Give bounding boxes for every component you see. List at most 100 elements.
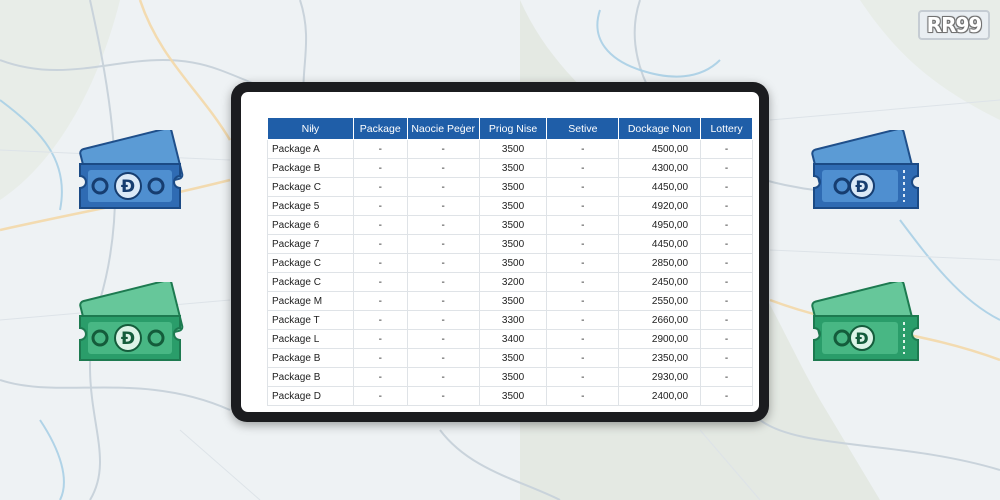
table-cell: - bbox=[700, 348, 753, 368]
table-cell: - bbox=[546, 196, 620, 216]
table-cell: Package 5 bbox=[267, 196, 354, 216]
table-cell: - bbox=[352, 272, 408, 292]
table-cell: - bbox=[406, 139, 480, 159]
table-row[interactable]: Package 6- -3500-4950,00- bbox=[267, 215, 753, 235]
table-row[interactable]: Package C - -3200-2450,00- bbox=[267, 272, 753, 292]
table-cell: 2400,00 bbox=[618, 386, 702, 406]
ticket-symbol: Đ bbox=[855, 177, 868, 196]
table-row[interactable]: Package M - -3500-2550,00- bbox=[267, 291, 753, 311]
table-cell: - bbox=[546, 386, 620, 406]
table-cell: - bbox=[352, 158, 408, 178]
table-cell: Package B bbox=[267, 348, 354, 368]
table-row[interactable]: Package C - -3500-2850,00- bbox=[267, 253, 753, 273]
table-cell: - bbox=[546, 310, 620, 330]
table-cell: - bbox=[700, 234, 753, 254]
table-cell: - bbox=[546, 348, 620, 368]
column-header[interactable]: Setive bbox=[546, 117, 620, 140]
ticket-symbol: Đ bbox=[855, 329, 868, 348]
table-cell: 3500 bbox=[478, 348, 548, 368]
table-row[interactable]: Package T - -3300-2660,00- bbox=[267, 310, 753, 330]
column-header[interactable]: Lottery bbox=[700, 117, 753, 140]
table-cell: - bbox=[406, 367, 480, 387]
table-cell: 3500 bbox=[478, 158, 548, 178]
table-cell: 2850,00 bbox=[618, 253, 702, 273]
column-header[interactable]: Niły bbox=[267, 117, 354, 140]
table-cell: - bbox=[700, 196, 753, 216]
table-row[interactable]: Package B - -3500-4300,00- bbox=[267, 158, 753, 178]
table-cell: - bbox=[406, 386, 480, 406]
table-row[interactable]: Package B - -3500-2350,00- bbox=[267, 348, 753, 368]
column-header[interactable]: Naocie Peġer bbox=[406, 117, 480, 140]
table-cell: 3500 bbox=[478, 234, 548, 254]
table-cell: 3400 bbox=[478, 329, 548, 349]
table-cell: 2930,00 bbox=[618, 367, 702, 387]
table-cell: 2900,00 bbox=[618, 329, 702, 349]
table-cell: - bbox=[700, 367, 753, 387]
table-cell: - bbox=[546, 177, 620, 197]
column-header[interactable]: Dockage Non bbox=[618, 117, 702, 140]
table-row[interactable]: Package 5- -3500-4920,00- bbox=[267, 196, 753, 216]
table-cell: 4500,00 bbox=[618, 139, 702, 159]
table-cell: - bbox=[546, 215, 620, 235]
brand-logo: RR99 bbox=[918, 10, 990, 40]
table-cell: - bbox=[406, 329, 480, 349]
table-cell: - bbox=[700, 291, 753, 311]
table-cell: 2660,00 bbox=[618, 310, 702, 330]
table-cell: 2350,00 bbox=[618, 348, 702, 368]
ticket-symbol: Đ bbox=[121, 329, 135, 349]
table-cell: - bbox=[352, 234, 408, 254]
table-cell: 4450,00 bbox=[618, 177, 702, 197]
table-cell: - bbox=[406, 310, 480, 330]
table-cell: 4300,00 bbox=[618, 158, 702, 178]
table-cell: - bbox=[546, 272, 620, 292]
table-cell: - bbox=[406, 196, 480, 216]
table-cell: - bbox=[546, 253, 620, 273]
blue-dong-ticket-icon: Đ bbox=[810, 130, 922, 212]
column-header[interactable]: Priog Nise bbox=[478, 117, 548, 140]
table-cell: Package 7 bbox=[267, 234, 354, 254]
table-cell: - bbox=[406, 234, 480, 254]
table-cell: - bbox=[352, 386, 408, 406]
table-cell: Package A bbox=[267, 139, 354, 159]
table-header-row: Niły Package Naocie Peġer Priog Nise Set… bbox=[267, 117, 753, 140]
table-cell: - bbox=[700, 177, 753, 197]
ticket-symbol: Đ bbox=[121, 177, 135, 197]
table-cell: Package C bbox=[267, 177, 354, 197]
column-header[interactable]: Package bbox=[352, 117, 408, 140]
table-cell: Package T bbox=[267, 310, 354, 330]
table-cell: Package B bbox=[267, 367, 354, 387]
tablet-frame: Niły Package Naocie Peġer Priog Nise Set… bbox=[231, 82, 769, 422]
table-cell: - bbox=[700, 386, 753, 406]
table-cell: - bbox=[546, 329, 620, 349]
table-cell: - bbox=[352, 367, 408, 387]
table-cell: - bbox=[700, 215, 753, 235]
table-cell: - bbox=[406, 291, 480, 311]
table-cell: 3500 bbox=[478, 196, 548, 216]
table-row[interactable]: Package C - -3500-4450,00- bbox=[267, 177, 753, 197]
table-cell: 3200 bbox=[478, 272, 548, 292]
table-row[interactable]: Package A - -3500-4500,00- bbox=[267, 139, 753, 159]
table-cell: Package C bbox=[267, 272, 354, 292]
table-row[interactable]: Package L - -3400-2900,00- bbox=[267, 329, 753, 349]
table-cell: - bbox=[352, 139, 408, 159]
table-cell: 2450,00 bbox=[618, 272, 702, 292]
table-cell: - bbox=[546, 158, 620, 178]
table-cell: Package 6 bbox=[267, 215, 354, 235]
green-dong-ticket-icon: Đ bbox=[76, 282, 188, 364]
table-cell: Package B bbox=[267, 158, 354, 178]
table-cell: 2550,00 bbox=[618, 291, 702, 311]
table-cell: 3300 bbox=[478, 310, 548, 330]
table-cell: Package L bbox=[267, 329, 354, 349]
table-cell: Package D bbox=[267, 386, 354, 406]
blue-dong-ticket-icon: Đ bbox=[76, 130, 188, 212]
table-cell: 3500 bbox=[478, 215, 548, 235]
table-row[interactable]: Package B - -3500-2930,00- bbox=[267, 367, 753, 387]
table-cell: - bbox=[700, 139, 753, 159]
table-cell: 3500 bbox=[478, 367, 548, 387]
table-cell: Package M bbox=[267, 291, 354, 311]
table-cell: 3500 bbox=[478, 386, 548, 406]
table-cell: 4450,00 bbox=[618, 234, 702, 254]
green-dong-ticket-icon: Đ bbox=[810, 282, 922, 364]
table-row[interactable]: Package D - -3500-2400,00- bbox=[267, 386, 753, 406]
table-row[interactable]: Package 7- -3500-4450,00- bbox=[267, 234, 753, 254]
